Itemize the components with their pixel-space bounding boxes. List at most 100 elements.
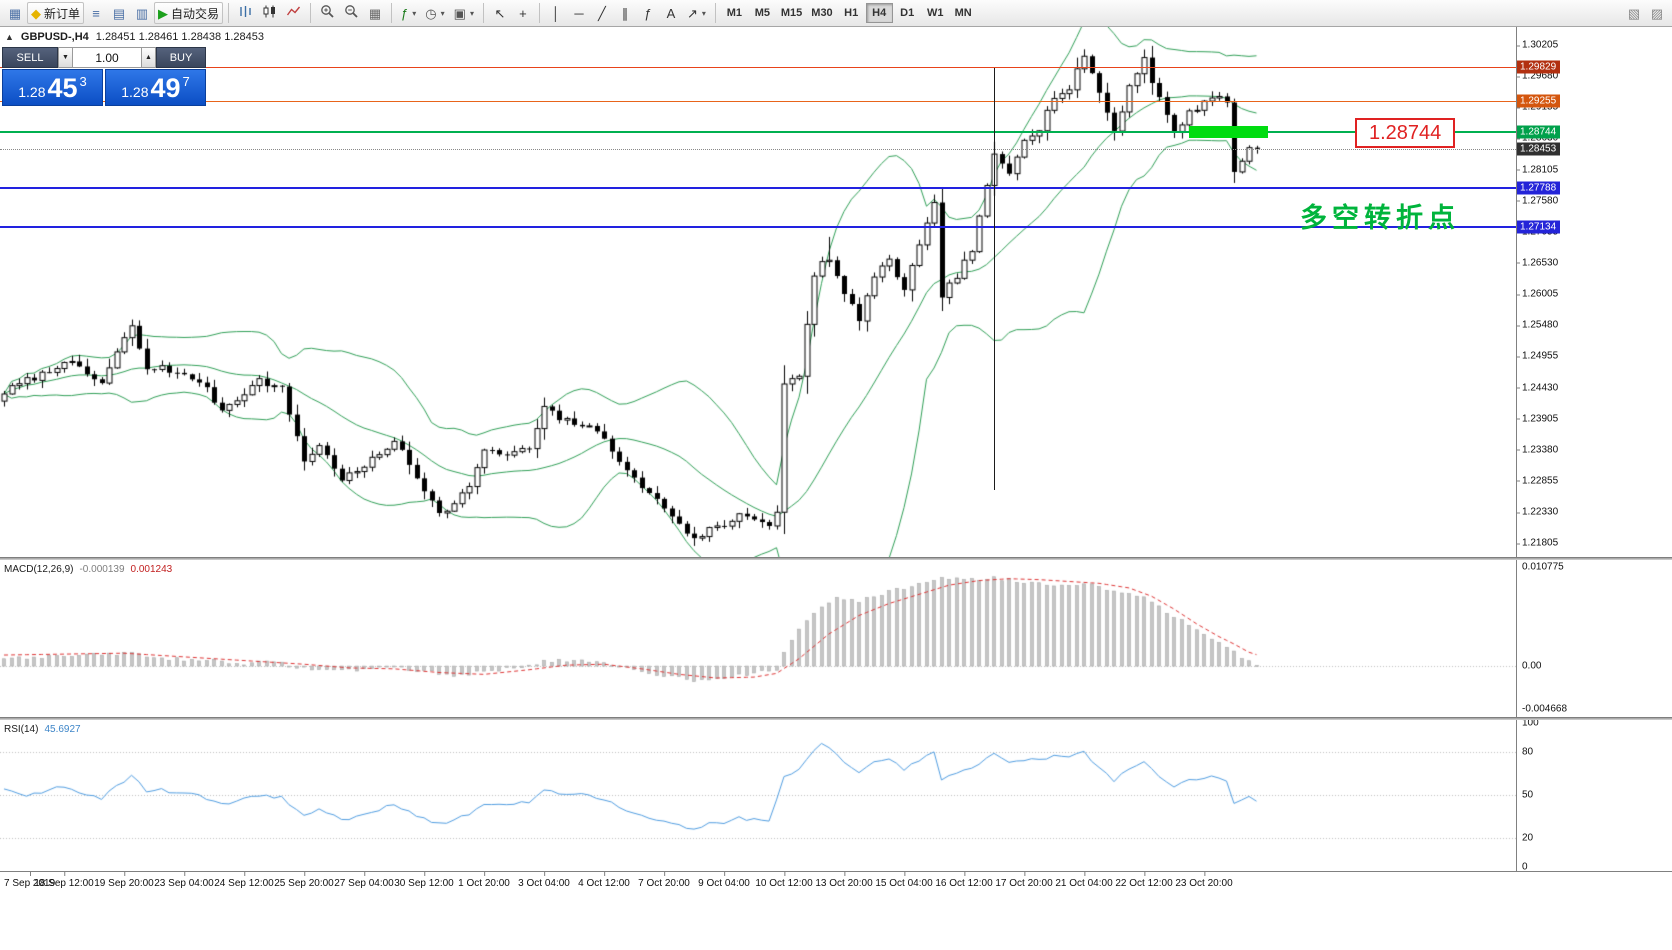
- price-annotation-box[interactable]: 1.28744: [1355, 117, 1456, 148]
- toolbar-separator: [538, 3, 540, 23]
- rsi-scale-label: 0: [1522, 861, 1528, 873]
- fibonacci-button[interactable]: ƒ: [637, 2, 659, 24]
- timeframe-h4[interactable]: H4: [865, 3, 893, 23]
- price-tick-label: 1.21805: [1515, 537, 1559, 549]
- time-label: 16 Oct 12:00: [935, 871, 993, 889]
- time-label: 9 Oct 04:00: [698, 871, 750, 889]
- periods-button[interactable]: ◷ ▾: [421, 2, 448, 24]
- indicators-icon: ƒ: [401, 5, 409, 21]
- toolbar-separator: [391, 3, 393, 23]
- volume-input[interactable]: [73, 47, 141, 68]
- vertical-line-object[interactable]: [994, 67, 995, 490]
- price-badge: 1.27134: [1517, 220, 1561, 234]
- indicators-button[interactable]: ƒ ▾: [397, 2, 420, 24]
- rsi-scale-label: 80: [1522, 746, 1534, 758]
- new-order-label: 新订单: [44, 6, 81, 21]
- price-tick-label: 1.27580: [1515, 195, 1559, 207]
- timeframe-m1[interactable]: M1: [721, 3, 748, 23]
- trendline-icon: ╱: [598, 5, 606, 21]
- text-button[interactable]: A: [660, 2, 682, 24]
- rsi-pane-canvas[interactable]: [0, 719, 1516, 871]
- vertical-line-button[interactable]: │: [545, 2, 567, 24]
- time-label: 25 Sep 20:00: [274, 871, 334, 889]
- symbol-period-label: GBPUSD-,H4: [20, 31, 89, 43]
- macd-scale-label: 0.010775: [1522, 561, 1564, 573]
- price-chart-canvas[interactable]: [0, 27, 1516, 557]
- zoom-out-button[interactable]: [340, 2, 363, 24]
- time-label: 4 Oct 12:00: [578, 871, 630, 889]
- price-badge: 1.29829: [1517, 60, 1561, 74]
- macd-scale-label: 0.00: [1522, 660, 1542, 672]
- horizontal-line-button[interactable]: ─: [568, 2, 590, 24]
- cursor-button[interactable]: ↖: [489, 2, 511, 24]
- timeframe-w1[interactable]: W1: [922, 3, 949, 23]
- market-watch-button[interactable]: ≡: [85, 2, 107, 24]
- price-tick-label: 1.24955: [1515, 350, 1559, 362]
- autotrading-icon: ▶: [158, 5, 169, 21]
- volume-down-button[interactable]: ▼: [58, 47, 73, 68]
- volume-up-button[interactable]: ▲: [141, 47, 156, 68]
- autotrading-button[interactable]: ▶ 自动交易: [154, 2, 224, 24]
- ohlc-values: 1.28451 1.28461 1.28438 1.28453: [95, 31, 264, 43]
- trendline-button[interactable]: ╱: [591, 2, 613, 24]
- buy-price-prefix: 1.28: [121, 83, 149, 100]
- horizontal-line-object[interactable]: [0, 130, 1516, 133]
- buy-price-button[interactable]: 1.28 49 7: [105, 69, 206, 106]
- price-axis[interactable]: 1.302051.296801.291551.286301.281051.275…: [1515, 27, 1672, 873]
- navigator-icon: ▥: [135, 5, 149, 21]
- zoom-in-button[interactable]: [316, 2, 339, 24]
- time-label: 27 Sep 04:00: [334, 871, 394, 889]
- sell-price-button[interactable]: 1.28 45 3: [2, 69, 103, 106]
- sell-price-big: 45: [47, 72, 78, 103]
- candlestick-chart-button[interactable]: [258, 2, 281, 24]
- dropdown-caret-icon: ▾: [469, 8, 474, 18]
- timeframe-m15[interactable]: M15: [777, 3, 806, 23]
- highlight-zone-rect[interactable]: [1189, 125, 1268, 138]
- macd-label: MACD(12,26,9) -0.000139 0.001243: [4, 564, 173, 575]
- price-badge: 1.29255: [1517, 94, 1561, 108]
- time-label: 22 Oct 12:00: [1115, 871, 1173, 889]
- buy-button[interactable]: BUY: [156, 47, 206, 68]
- horizontal-line-object[interactable]: [0, 66, 1516, 68]
- horizontal-line-object[interactable]: [0, 100, 1516, 102]
- timeframe-d1[interactable]: D1: [894, 3, 921, 23]
- pane-separator[interactable]: [0, 717, 1672, 720]
- horizontal-line-object[interactable]: [0, 187, 1516, 190]
- templates-button[interactable]: ▣ ▾: [450, 2, 478, 24]
- object-list-button[interactable]: ▧: [1623, 2, 1645, 24]
- zoom-in-icon: [320, 4, 335, 22]
- toolbar-separator: [228, 3, 230, 23]
- timeframe-mn[interactable]: MN: [950, 3, 977, 23]
- line-chart-button[interactable]: [282, 2, 305, 24]
- time-label: 1 Oct 20:00: [458, 871, 510, 889]
- new-order-icon: ◆: [31, 5, 41, 21]
- timeframe-m30[interactable]: M30: [807, 3, 836, 23]
- cursor-icon: ↖: [494, 5, 506, 21]
- price-tick-label: 1.28105: [1515, 164, 1559, 176]
- sell-button[interactable]: SELL: [2, 47, 58, 68]
- new-order-button[interactable]: ◆ 新订单: [27, 2, 85, 24]
- horizontal-line-object[interactable]: [0, 226, 1516, 229]
- market-watch-icon: ≡: [92, 5, 100, 21]
- navigator-button[interactable]: ▥: [131, 2, 153, 24]
- arrows-button[interactable]: ↗ ▾: [683, 2, 710, 24]
- docking-button[interactable]: ▨: [1646, 2, 1668, 24]
- data-window-button[interactable]: ▤: [108, 2, 130, 24]
- price-badge: 1.28744: [1517, 125, 1561, 139]
- timeframe-h1[interactable]: H1: [838, 3, 865, 23]
- equidistant-channel-button[interactable]: ∥: [614, 2, 636, 24]
- templates-icon: ▣: [453, 5, 466, 21]
- tile-windows-button[interactable]: ▦: [364, 2, 386, 24]
- pane-separator[interactable]: [0, 557, 1672, 560]
- collapse-panel-icon[interactable]: ▲: [5, 32, 14, 42]
- time-axis[interactable]: 7 Sep 2019 18 Sep 12:00 19 Sep 20:00 23 Sep…: [0, 871, 1672, 950]
- sell-price-prefix: 1.28: [18, 83, 46, 100]
- time-label: 13 Oct 20:00: [815, 871, 873, 889]
- bar-chart-button[interactable]: [234, 2, 257, 24]
- buy-price-sup: 7: [182, 74, 190, 89]
- timeframe-m5[interactable]: M5: [749, 3, 776, 23]
- macd-pane-canvas[interactable]: [0, 559, 1516, 717]
- crosshair-button[interactable]: +: [512, 2, 534, 24]
- chart-window-button[interactable]: ▦: [4, 2, 26, 24]
- turning-point-annotation[interactable]: 多空转折点: [1300, 203, 1460, 234]
